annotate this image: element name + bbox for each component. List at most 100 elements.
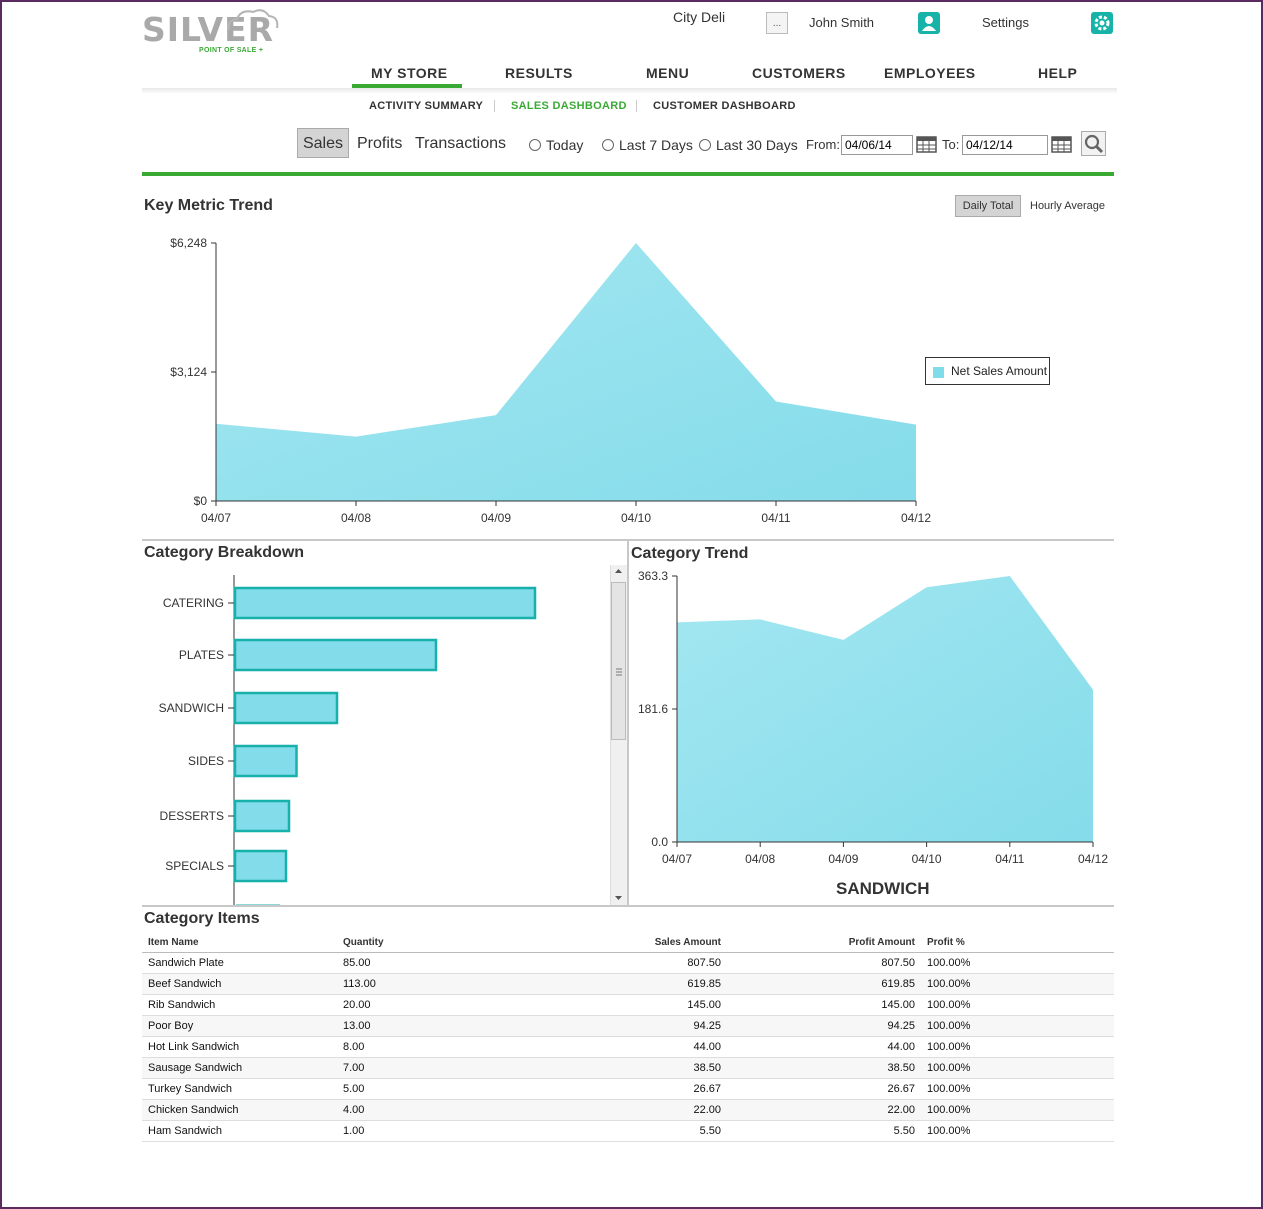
more-button[interactable]: ... [766,12,788,34]
subnav-activity-summary[interactable]: ACTIVITY SUMMARY [369,100,484,112]
panel-divider [627,541,629,907]
column-header-profit-amount[interactable]: Profit Amount [727,932,921,953]
profit-percent-cell: 100.00% [921,1099,1114,1121]
logo: SILVER [142,10,275,49]
toggle-hourly-average[interactable]: Hourly Average [1030,200,1106,212]
x-tick-label: 04/08 [341,511,371,525]
category-label: SANDWICH [159,701,224,715]
nav-help[interactable]: HELP [1038,65,1078,81]
quantity-cell: 4.00 [337,1099,537,1121]
bar-plates [233,638,438,672]
nav-results[interactable]: RESULTS [505,65,573,81]
toggle-daily-total[interactable]: Daily Total [955,195,1021,217]
y-tick-label: $6,248 [170,236,207,250]
profit-amount-cell: 619.85 [727,973,921,995]
table-row[interactable]: Turkey Sandwich 5.00 26.67 26.67 100.00% [142,1078,1114,1100]
nav-employees[interactable]: EMPLOYEES [884,65,976,81]
profit-percent-cell: 100.00% [921,1057,1114,1079]
to-date-input[interactable] [962,135,1048,155]
search-icon [1084,134,1104,154]
scrollbar-thumb[interactable] [611,582,626,740]
x-tick-label: 04/07 [201,511,231,525]
key-metric-chart: $0 $3,124 $6,248 04/07 04/08 04/09 04/10 04/11 0… [170,236,931,525]
sales-amount-cell: 26.67 [537,1078,727,1100]
table-row[interactable]: Beef Sandwich 113.00 619.85 619.85 100.00% [142,973,1114,995]
column-header-sales-amount[interactable]: Sales Amount [537,932,727,953]
quantity-cell: 1.00 [337,1120,537,1142]
sales-amount-cell: 619.85 [537,973,727,995]
bar-desserts [233,799,291,833]
column-header-quantity[interactable]: Quantity [337,932,537,953]
table-row[interactable]: Chicken Sandwich 4.00 22.00 22.00 100.00% [142,1099,1114,1121]
category-items-title: Category Items [144,910,260,927]
radio-last-7-days-label[interactable]: Last 7 Days [619,137,693,153]
column-header-item-name[interactable]: Item Name [142,932,337,953]
profit-percent-cell: 100.00% [921,1036,1114,1058]
sales-amount-cell: 44.00 [537,1036,727,1058]
quantity-cell: 8.00 [337,1036,537,1058]
table-row[interactable]: Sandwich Plate 85.00 807.50 807.50 100.00% [142,952,1114,974]
radio-last-7-days[interactable] [602,139,614,151]
nav-active-indicator [352,84,462,88]
radio-last-30-days[interactable] [699,139,711,151]
scroll-up-icon[interactable] [614,567,623,575]
user-name[interactable]: John Smith [809,15,875,30]
subnav-customer-dashboard[interactable]: CUSTOMER DASHBOARD [653,100,796,112]
to-label: To: [942,137,960,152]
from-calendar-icon[interactable] [916,135,938,153]
section-divider [142,539,1114,541]
column-header-profit-percent[interactable]: Profit % [921,932,1114,953]
sales-amount-cell: 94.25 [537,1015,727,1037]
tab-sales[interactable]: Sales [297,128,349,158]
bar-sides [233,744,298,778]
quantity-cell: 85.00 [337,952,537,974]
profit-percent-cell: 100.00% [921,1015,1114,1037]
legend-swatch [933,367,944,378]
filter-divider [142,172,1114,176]
logo-cloud-icon [227,9,279,31]
tab-transactions[interactable]: Transactions [415,135,506,152]
store-name[interactable]: City Deli [673,9,726,25]
from-date-input[interactable] [841,135,913,155]
chart-legend: Net Sales Amount [925,357,1050,385]
profit-amount-cell: 22.00 [727,1099,921,1121]
category-label: SPECIALS [165,859,224,873]
series-area-net-sales [216,243,916,501]
table-row[interactable]: Rib Sandwich 20.00 145.00 145.00 100.00% [142,994,1114,1016]
table-row[interactable]: Poor Boy 13.00 94.25 94.25 100.00% [142,1015,1114,1037]
radio-today[interactable] [529,139,541,151]
tab-profits[interactable]: Profits [357,135,403,152]
to-calendar-icon[interactable] [1051,135,1073,153]
scroll-down-icon[interactable] [614,894,623,902]
y-tick-label: $0 [194,494,208,508]
user-icon[interactable] [918,12,940,34]
profit-percent-cell: 100.00% [921,994,1114,1016]
item-name-cell: Beef Sandwich [142,973,337,995]
nav-customers[interactable]: CUSTOMERS [752,65,846,81]
sales-amount-cell: 38.50 [537,1057,727,1079]
gear-icon[interactable] [1091,12,1113,34]
radio-today-label[interactable]: Today [546,137,584,153]
x-tick-label: 04/11 [761,511,790,525]
profit-amount-cell: 94.25 [727,1015,921,1037]
y-tick-label: 0.0 [651,835,668,849]
table-row[interactable]: Sausage Sandwich 7.00 38.50 38.50 100.00% [142,1057,1114,1079]
nav-my-store[interactable]: MY STORE [371,65,448,81]
radio-last-30-days-label[interactable]: Last 30 Days [716,137,798,153]
table-row[interactable]: Ham Sandwich 1.00 5.50 5.50 100.00% [142,1120,1114,1142]
item-name-cell: Ham Sandwich [142,1120,337,1142]
x-tick-label: 04/10 [621,511,651,525]
search-button[interactable] [1081,131,1106,156]
subnav-sales-dashboard[interactable]: SALES DASHBOARD [511,100,627,112]
category-trend-chart: 0.0 181.6 363.3 04/07 04/08 04/09 04/10 04/11 04… [638,569,1108,866]
profit-percent-cell: 100.00% [921,1078,1114,1100]
settings-link[interactable]: Settings [982,15,1029,30]
x-tick-label: 04/09 [828,852,858,866]
category-breakdown-chart[interactable]: CATERING PLATES SANDWICH SIDES DESSERTS SPECI… [142,570,608,906]
nav-menu[interactable]: MENU [646,65,690,81]
table-header-row: Item Name Quantity Sales Amount Profit A… [142,932,1114,953]
profit-amount-cell: 38.50 [727,1057,921,1079]
profit-amount-cell: 145.00 [727,994,921,1016]
table-row[interactable]: Hot Link Sandwich 8.00 44.00 44.00 100.00% [142,1036,1114,1058]
profit-percent-cell: 100.00% [921,952,1114,974]
